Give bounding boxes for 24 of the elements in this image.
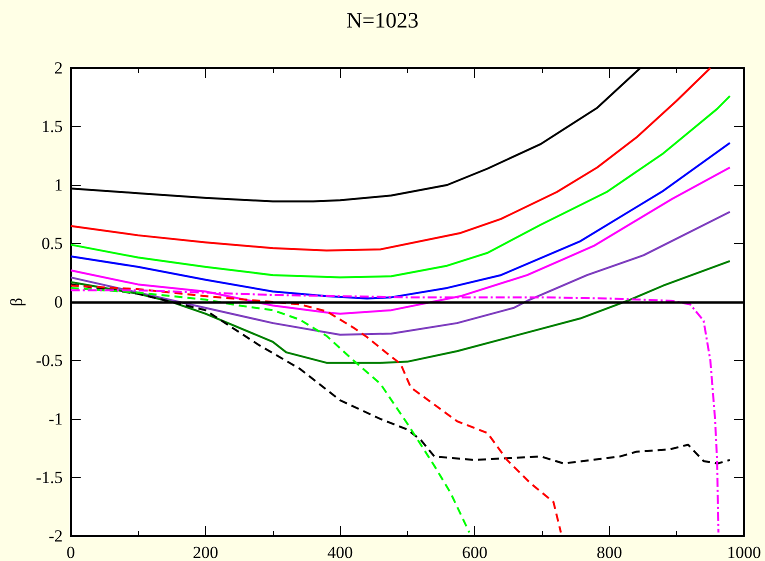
y-tick-label: 0 xyxy=(54,292,63,312)
y-tick-label: 1 xyxy=(54,176,63,194)
line-series xyxy=(70,67,712,252)
y-tick-label: -1 xyxy=(48,410,63,428)
x-tick-label: 800 xyxy=(596,543,622,561)
line-series xyxy=(70,286,470,534)
chart-title: N=1023 xyxy=(346,8,419,32)
y-tick-label: -0.5 xyxy=(36,351,63,370)
y-tick-label: -2 xyxy=(48,526,63,546)
y-tick-label: 0.5 xyxy=(42,234,63,253)
y-tick-label: -1.5 xyxy=(36,468,63,487)
line-series xyxy=(70,210,731,336)
x-tick-label: 200 xyxy=(192,543,218,561)
line-series xyxy=(70,142,731,300)
line-series xyxy=(70,260,731,364)
y-tick-label: 2 xyxy=(54,58,63,78)
y-tick-label: 1.5 xyxy=(42,117,63,136)
x-tick-label: 400 xyxy=(327,543,353,561)
line-series xyxy=(70,284,562,534)
x-tick-label: 600 xyxy=(462,543,488,561)
x-tick-label: 1000 xyxy=(727,543,761,561)
y-axis-title: β xyxy=(7,298,26,306)
line-series xyxy=(70,95,731,278)
x-tick-label: 0 xyxy=(66,543,76,561)
